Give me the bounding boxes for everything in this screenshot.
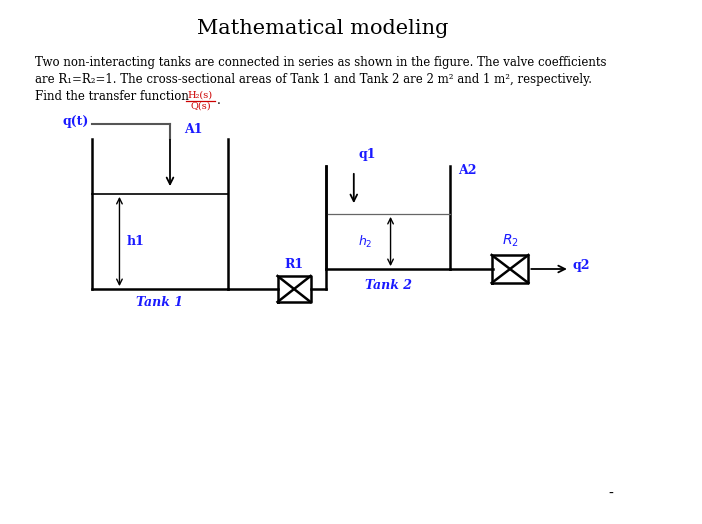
Text: R1: R1 <box>284 258 304 271</box>
Text: $h_2$: $h_2$ <box>357 234 372 249</box>
Text: are R₁=R₂=1. The cross-sectional areas of Tank 1 and Tank 2 are 2 m² and 1 m², r: are R₁=R₂=1. The cross-sectional areas o… <box>35 73 592 86</box>
Text: h1: h1 <box>127 235 145 248</box>
Text: Q(s): Q(s) <box>190 102 211 111</box>
Text: H₂(s): H₂(s) <box>187 91 213 100</box>
Text: q2: q2 <box>573 259 590 272</box>
Text: Tank 1: Tank 1 <box>136 296 183 309</box>
Text: .: . <box>217 94 220 107</box>
Text: A1: A1 <box>184 123 202 136</box>
Text: $R_2$: $R_2$ <box>502 233 519 249</box>
Text: Two non-interacting tanks are connected in series as shown in the figure. The va: Two non-interacting tanks are connected … <box>35 56 607 69</box>
Text: Find the transfer function: Find the transfer function <box>35 90 189 103</box>
Text: -: - <box>609 487 614 501</box>
Text: A2: A2 <box>458 165 476 178</box>
Text: q(t): q(t) <box>62 115 89 128</box>
Text: Mathematical modeling: Mathematical modeling <box>197 19 449 38</box>
Text: q1: q1 <box>359 148 376 161</box>
Text: Tank 2: Tank 2 <box>365 279 412 292</box>
